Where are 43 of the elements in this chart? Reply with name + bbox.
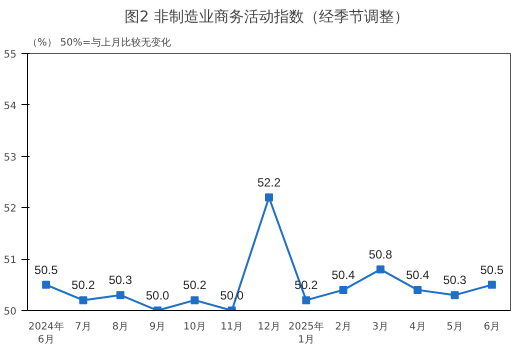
y-tick-label: 54 [4, 100, 17, 112]
data-label: 50.2 [183, 278, 207, 292]
y-tick-label: 50 [4, 306, 17, 318]
point [79, 296, 88, 304]
point [488, 280, 496, 289]
x-tick-label: 4月 [409, 322, 426, 332]
x-tick-label: 10月 [183, 322, 206, 332]
x-tick-label: 8月 [112, 322, 129, 332]
point [265, 193, 273, 202]
point [302, 296, 310, 304]
data-label: 50.2 [72, 278, 96, 292]
data-label: 50.3 [108, 273, 132, 288]
point [42, 280, 50, 289]
x-tick-label: 6月 [484, 322, 500, 332]
point [116, 291, 124, 300]
point [414, 286, 422, 294]
point [190, 296, 199, 304]
data-label: 50.4 [406, 268, 430, 282]
x-tick-label: 2024年 6月 [28, 320, 64, 346]
data-label: 50.0 [146, 288, 170, 302]
x-tick-label: 3月 [372, 322, 389, 332]
data-label: 50.5 [480, 262, 504, 277]
data-label: 50.3 [443, 273, 467, 288]
data-label: 50.4 [332, 268, 356, 282]
y-tick-label: 52 [4, 204, 17, 215]
y-tick-label: 51 [4, 255, 17, 266]
data-label: 50.8 [368, 247, 392, 262]
data-label: 50.5 [34, 262, 58, 277]
text: （%） 50%=与上月比较无变化 [28, 38, 171, 48]
x-tick-label: 2025年 1月 [288, 320, 324, 346]
point [339, 286, 348, 294]
data-label: 52.2 [257, 175, 282, 190]
x-tick-label: 7月 [75, 322, 92, 332]
chart-title: 图2 非制造业商务活动指数（经季节调整） [124, 8, 409, 26]
x-tick-label: 2月 [335, 322, 352, 332]
y-tick-label: 53 [4, 152, 17, 164]
x-tick-label: 12月 [258, 322, 280, 332]
x-tick-label: 9月 [149, 322, 166, 332]
x-tick-label: 5月 [446, 322, 463, 332]
point [450, 291, 459, 300]
y-tick-label: 55 [4, 50, 17, 60]
x-tick-label: 11月 [220, 322, 244, 332]
point [376, 265, 384, 274]
